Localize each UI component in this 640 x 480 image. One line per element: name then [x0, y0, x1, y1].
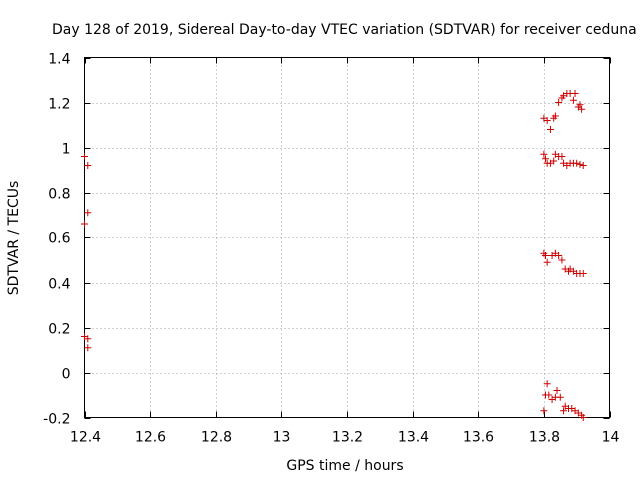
data-point	[576, 101, 584, 109]
data-point	[545, 391, 553, 399]
x-tick-label: 13.2	[332, 430, 363, 446]
data-point	[555, 252, 563, 259]
data-point	[543, 117, 551, 124]
data-point	[558, 256, 566, 264]
y-tick-label: 0.8	[48, 187, 70, 203]
data-point	[84, 162, 92, 169]
data-point	[546, 126, 554, 133]
data-point	[551, 112, 559, 120]
y-tick-label: 1	[62, 142, 71, 158]
data-points	[81, 90, 587, 421]
x-axis-label: GPS time / hours	[286, 458, 403, 474]
x-tick-label: 14	[602, 430, 620, 446]
data-point	[543, 258, 551, 266]
data-point	[542, 155, 550, 163]
y-tick-label: 1.2	[48, 97, 70, 113]
data-point	[555, 99, 563, 106]
data-point	[540, 407, 548, 415]
x-tick-labels: 12.4 12.6 12.8 13 13.2 13.4 13.6 13.8 14	[70, 430, 620, 446]
data-point	[578, 105, 586, 113]
y-tick-label: 0	[62, 367, 71, 383]
y-tick-label: 0.2	[48, 322, 70, 338]
x-tick-label: 13	[273, 430, 291, 446]
data-point	[553, 387, 561, 394]
y-tick-label: 0.6	[48, 231, 70, 247]
axis-ticks	[84, 57, 611, 419]
data-point	[542, 252, 550, 259]
x-tick-label: 13.4	[398, 430, 429, 446]
x-tick-label: 12.8	[201, 430, 232, 446]
data-point	[573, 159, 581, 167]
x-tick-label: 13.6	[463, 430, 494, 446]
chart-title: Day 128 of 2019, Sidereal Day-to-day VTE…	[52, 22, 637, 38]
data-point	[569, 96, 577, 104]
y-tick-labels: -0.2 0 0.2 0.4 0.6 0.8 1 1.2 1.4	[43, 52, 70, 428]
y-tick-label: 0.4	[48, 277, 70, 293]
data-point	[84, 335, 92, 343]
data-point	[576, 160, 584, 168]
data-point	[540, 150, 548, 158]
data-point	[84, 344, 92, 352]
data-point	[579, 270, 587, 277]
data-point	[81, 153, 88, 160]
y-tick-label: -0.2	[43, 412, 70, 428]
y-axis-label: SDTVAR / TECUs	[6, 181, 22, 296]
data-point	[556, 393, 564, 401]
data-point	[84, 209, 92, 217]
x-tick-label: 13.8	[529, 430, 560, 446]
data-point	[543, 380, 551, 388]
data-point	[558, 153, 566, 160]
y-tick-label: 1.4	[48, 52, 70, 68]
grid	[84, 57, 610, 418]
data-point	[579, 162, 587, 169]
x-tick-label: 12.6	[135, 430, 166, 446]
data-point	[579, 414, 587, 421]
data-point	[550, 157, 558, 165]
x-tick-label: 12.4	[70, 430, 101, 446]
data-point	[571, 90, 579, 97]
data-point	[560, 407, 568, 415]
data-point	[81, 220, 88, 228]
